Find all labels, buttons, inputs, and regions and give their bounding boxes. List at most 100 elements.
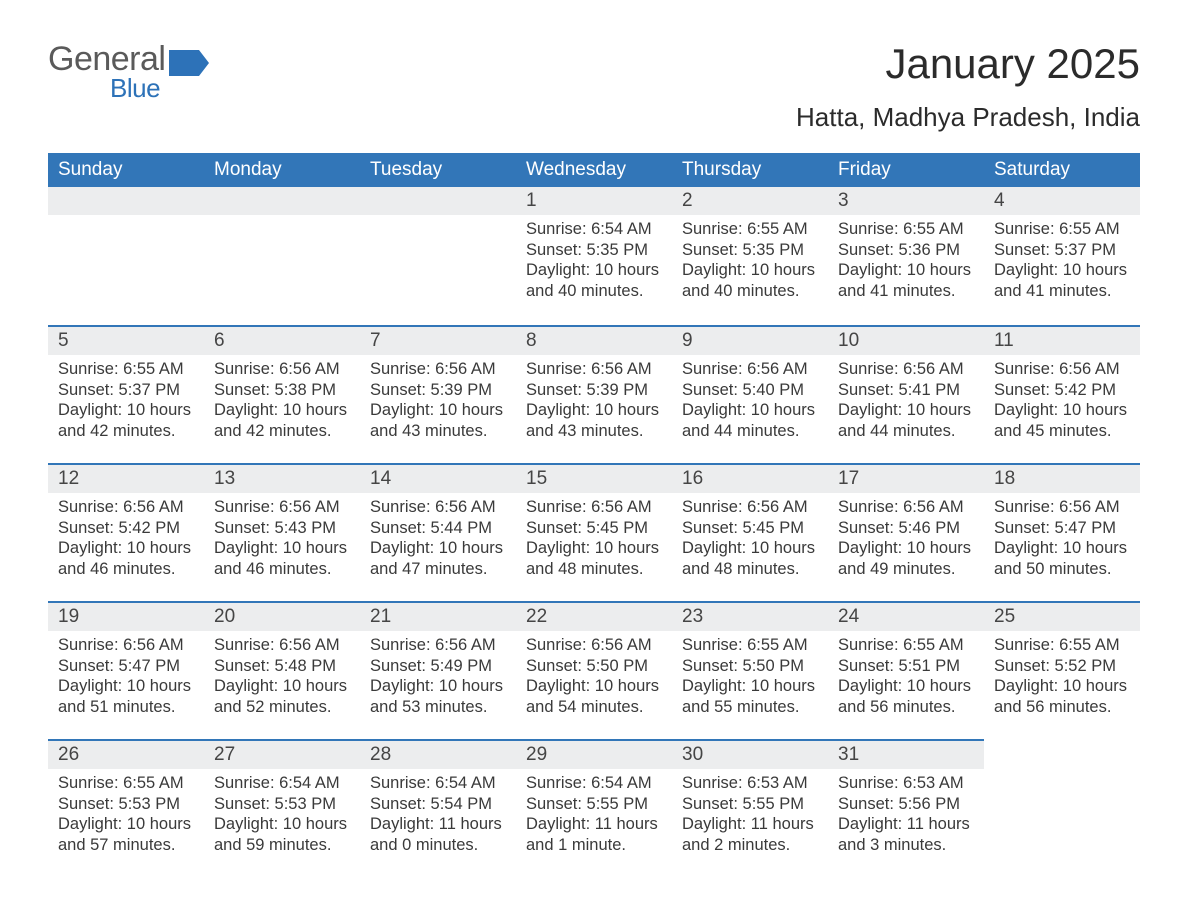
sunset-line: Sunset: 5:35 PM bbox=[682, 240, 818, 261]
calendar-day-cell: 26Sunrise: 6:55 AMSunset: 5:53 PMDayligh… bbox=[48, 739, 204, 862]
sunset-line: Sunset: 5:55 PM bbox=[526, 794, 662, 815]
calendar-day-cell: 10Sunrise: 6:56 AMSunset: 5:41 PMDayligh… bbox=[828, 325, 984, 463]
sunset-line: Sunset: 5:45 PM bbox=[682, 518, 818, 539]
day-number: 6 bbox=[204, 325, 360, 355]
daylight-line: Daylight: 10 hours and 49 minutes. bbox=[838, 538, 974, 579]
weekday-header: Tuesday bbox=[360, 153, 516, 187]
day-number: 12 bbox=[48, 463, 204, 493]
calendar-day-cell: 24Sunrise: 6:55 AMSunset: 5:51 PMDayligh… bbox=[828, 601, 984, 739]
calendar-day-cell bbox=[204, 187, 360, 325]
empty-day-header bbox=[48, 187, 204, 215]
daylight-line: Daylight: 10 hours and 41 minutes. bbox=[994, 260, 1130, 301]
day-number: 26 bbox=[48, 739, 204, 769]
day-number: 22 bbox=[516, 601, 672, 631]
day-details: Sunrise: 6:56 AMSunset: 5:40 PMDaylight:… bbox=[672, 355, 828, 448]
sunrise-line: Sunrise: 6:55 AM bbox=[838, 219, 974, 240]
day-details: Sunrise: 6:53 AMSunset: 5:56 PMDaylight:… bbox=[828, 769, 984, 862]
sunset-line: Sunset: 5:43 PM bbox=[214, 518, 350, 539]
calendar-day-cell: 8Sunrise: 6:56 AMSunset: 5:39 PMDaylight… bbox=[516, 325, 672, 463]
sunrise-line: Sunrise: 6:54 AM bbox=[526, 773, 662, 794]
day-number: 23 bbox=[672, 601, 828, 631]
daylight-line: Daylight: 10 hours and 41 minutes. bbox=[838, 260, 974, 301]
logo: General Blue bbox=[48, 40, 209, 110]
sunrise-line: Sunrise: 6:55 AM bbox=[682, 219, 818, 240]
daylight-line: Daylight: 10 hours and 46 minutes. bbox=[58, 538, 194, 579]
sunrise-line: Sunrise: 6:56 AM bbox=[838, 497, 974, 518]
daylight-line: Daylight: 10 hours and 56 minutes. bbox=[994, 676, 1130, 717]
calendar-day-cell: 5Sunrise: 6:55 AMSunset: 5:37 PMDaylight… bbox=[48, 325, 204, 463]
sunset-line: Sunset: 5:50 PM bbox=[526, 656, 662, 677]
sunrise-line: Sunrise: 6:56 AM bbox=[994, 497, 1130, 518]
sunrise-line: Sunrise: 6:56 AM bbox=[838, 359, 974, 380]
sunset-line: Sunset: 5:48 PM bbox=[214, 656, 350, 677]
sunset-line: Sunset: 5:47 PM bbox=[994, 518, 1130, 539]
daylight-line: Daylight: 10 hours and 40 minutes. bbox=[526, 260, 662, 301]
calendar-day-cell: 21Sunrise: 6:56 AMSunset: 5:49 PMDayligh… bbox=[360, 601, 516, 739]
daylight-line: Daylight: 10 hours and 46 minutes. bbox=[214, 538, 350, 579]
weekday-header: Wednesday bbox=[516, 153, 672, 187]
day-details: Sunrise: 6:56 AMSunset: 5:47 PMDaylight:… bbox=[984, 493, 1140, 586]
calendar-table: SundayMondayTuesdayWednesdayThursdayFrid… bbox=[48, 153, 1140, 862]
daylight-line: Daylight: 10 hours and 50 minutes. bbox=[994, 538, 1130, 579]
sunset-line: Sunset: 5:44 PM bbox=[370, 518, 506, 539]
day-details: Sunrise: 6:55 AMSunset: 5:37 PMDaylight:… bbox=[48, 355, 204, 448]
daylight-line: Daylight: 10 hours and 52 minutes. bbox=[214, 676, 350, 717]
sunset-line: Sunset: 5:53 PM bbox=[58, 794, 194, 815]
sunrise-line: Sunrise: 6:56 AM bbox=[214, 497, 350, 518]
sunset-line: Sunset: 5:40 PM bbox=[682, 380, 818, 401]
day-details: Sunrise: 6:55 AMSunset: 5:52 PMDaylight:… bbox=[984, 631, 1140, 724]
weekday-header: Saturday bbox=[984, 153, 1140, 187]
sunrise-line: Sunrise: 6:55 AM bbox=[58, 773, 194, 794]
day-number: 24 bbox=[828, 601, 984, 631]
calendar-day-cell: 25Sunrise: 6:55 AMSunset: 5:52 PMDayligh… bbox=[984, 601, 1140, 739]
daylight-line: Daylight: 11 hours and 0 minutes. bbox=[370, 814, 506, 855]
day-details: Sunrise: 6:55 AMSunset: 5:36 PMDaylight:… bbox=[828, 215, 984, 308]
day-details: Sunrise: 6:53 AMSunset: 5:55 PMDaylight:… bbox=[672, 769, 828, 862]
sunrise-line: Sunrise: 6:55 AM bbox=[994, 635, 1130, 656]
day-number: 18 bbox=[984, 463, 1140, 493]
day-number: 4 bbox=[984, 187, 1140, 215]
sunrise-line: Sunrise: 6:56 AM bbox=[526, 359, 662, 380]
day-details: Sunrise: 6:56 AMSunset: 5:41 PMDaylight:… bbox=[828, 355, 984, 448]
day-number: 8 bbox=[516, 325, 672, 355]
logo-text-blue: Blue bbox=[110, 73, 271, 104]
day-number: 17 bbox=[828, 463, 984, 493]
day-details: Sunrise: 6:56 AMSunset: 5:39 PMDaylight:… bbox=[516, 355, 672, 448]
sunset-line: Sunset: 5:41 PM bbox=[838, 380, 974, 401]
calendar-day-cell: 31Sunrise: 6:53 AMSunset: 5:56 PMDayligh… bbox=[828, 739, 984, 862]
sunrise-line: Sunrise: 6:56 AM bbox=[370, 359, 506, 380]
day-number: 1 bbox=[516, 187, 672, 215]
day-number: 25 bbox=[984, 601, 1140, 631]
sunset-line: Sunset: 5:55 PM bbox=[682, 794, 818, 815]
day-details: Sunrise: 6:55 AMSunset: 5:53 PMDaylight:… bbox=[48, 769, 204, 862]
sunrise-line: Sunrise: 6:56 AM bbox=[526, 635, 662, 656]
calendar-day-cell: 16Sunrise: 6:56 AMSunset: 5:45 PMDayligh… bbox=[672, 463, 828, 601]
day-details: Sunrise: 6:56 AMSunset: 5:43 PMDaylight:… bbox=[204, 493, 360, 586]
day-details: Sunrise: 6:55 AMSunset: 5:35 PMDaylight:… bbox=[672, 215, 828, 308]
day-details: Sunrise: 6:54 AMSunset: 5:53 PMDaylight:… bbox=[204, 769, 360, 862]
calendar-day-cell: 30Sunrise: 6:53 AMSunset: 5:55 PMDayligh… bbox=[672, 739, 828, 862]
sunrise-line: Sunrise: 6:56 AM bbox=[994, 359, 1130, 380]
empty-day-header bbox=[360, 187, 516, 215]
weekday-header: Sunday bbox=[48, 153, 204, 187]
sunrise-line: Sunrise: 6:56 AM bbox=[682, 497, 818, 518]
calendar-day-cell: 15Sunrise: 6:56 AMSunset: 5:45 PMDayligh… bbox=[516, 463, 672, 601]
day-number: 13 bbox=[204, 463, 360, 493]
sunrise-line: Sunrise: 6:53 AM bbox=[838, 773, 974, 794]
calendar-day-cell: 12Sunrise: 6:56 AMSunset: 5:42 PMDayligh… bbox=[48, 463, 204, 601]
title-block: January 2025 Hatta, Madhya Pradesh, Indi… bbox=[796, 40, 1140, 133]
calendar-day-cell: 19Sunrise: 6:56 AMSunset: 5:47 PMDayligh… bbox=[48, 601, 204, 739]
day-details: Sunrise: 6:55 AMSunset: 5:50 PMDaylight:… bbox=[672, 631, 828, 724]
sunrise-line: Sunrise: 6:55 AM bbox=[994, 219, 1130, 240]
weekday-header-row: SundayMondayTuesdayWednesdayThursdayFrid… bbox=[48, 153, 1140, 187]
day-number: 19 bbox=[48, 601, 204, 631]
day-details: Sunrise: 6:56 AMSunset: 5:47 PMDaylight:… bbox=[48, 631, 204, 724]
day-number: 21 bbox=[360, 601, 516, 631]
daylight-line: Daylight: 11 hours and 1 minute. bbox=[526, 814, 662, 855]
sunrise-line: Sunrise: 6:56 AM bbox=[370, 497, 506, 518]
sunrise-line: Sunrise: 6:55 AM bbox=[838, 635, 974, 656]
sunset-line: Sunset: 5:39 PM bbox=[526, 380, 662, 401]
daylight-line: Daylight: 10 hours and 53 minutes. bbox=[370, 676, 506, 717]
sunrise-line: Sunrise: 6:53 AM bbox=[682, 773, 818, 794]
daylight-line: Daylight: 10 hours and 43 minutes. bbox=[370, 400, 506, 441]
